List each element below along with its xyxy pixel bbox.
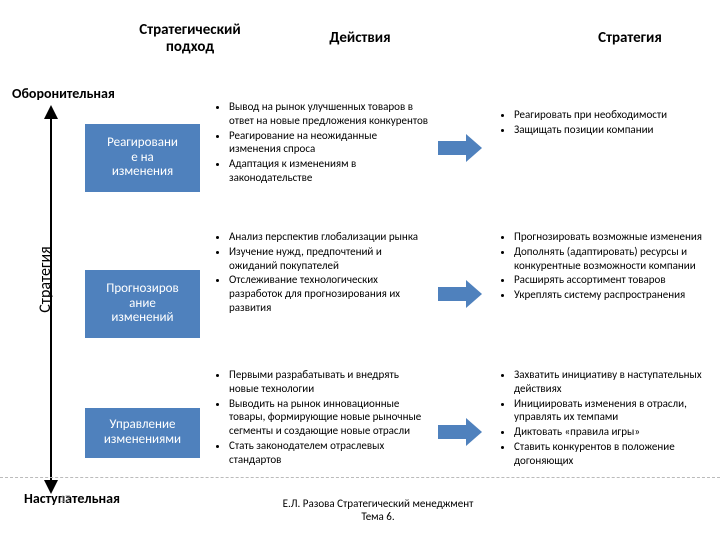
arrow-icon-1: [438, 134, 482, 162]
footer-line2: Тема 6.: [361, 510, 394, 523]
footer-main: Е.Л. Разова Стратегический менеджмент Те…: [248, 497, 508, 523]
page-number: 17: [60, 492, 70, 505]
arrow-icon-2: [438, 280, 482, 308]
actions-list-2: Анализ перспектив глобализации рынка Изу…: [215, 230, 430, 316]
header-actions: Действия: [300, 30, 420, 47]
list-item: Изучение нужд, предпочтений и ожиданий п…: [229, 245, 430, 273]
list-item: Расширять ассортимент товаров: [514, 273, 710, 287]
list-item: Стать законодателем отраслевых стандарто…: [229, 439, 430, 467]
header-actions-text: Действия: [329, 29, 390, 47]
approach-box-3: Управлениеизменениями: [85, 408, 200, 458]
approach-box-2: Прогнозированиеизменений: [85, 270, 200, 338]
axis-bottom-label: Наступательная: [24, 490, 120, 507]
approach-box-1: Реагирование наизменения: [85, 124, 200, 192]
header-row: Стратегическийподход Действия Стратегия: [0, 22, 720, 62]
list-item: Дополнять (адаптировать) ресурсы и конку…: [514, 245, 710, 273]
list-item: Захватить инициативу в наступательных де…: [514, 368, 710, 396]
list-item: Первыми разрабатывать и внедрять новые т…: [229, 368, 430, 396]
list-item: Адаптация к изменениям в законодательств…: [229, 157, 430, 185]
list-item: Отслеживание технологических разработок …: [229, 273, 430, 314]
actions-list-3: Первыми разрабатывать и внедрять новые т…: [215, 368, 430, 467]
header-strategy: Стратегия: [570, 30, 690, 47]
approach-box-2-label: Прогнозированиеизменений: [106, 282, 179, 327]
list-item: Защищать позиции компании: [514, 123, 710, 137]
list-item: Анализ перспектив глобализации рынка: [229, 230, 430, 244]
strategy-list-2: Прогнозировать возможные изменения Допол…: [500, 230, 710, 303]
actions-list-1: Вывод на рынок улучшенных товаров в отве…: [215, 100, 430, 186]
vertical-axis-label: Стратегия: [36, 246, 55, 313]
list-item: Диктовать «правила игры»: [514, 425, 710, 439]
strategy-list-3: Захватить инициативу в наступательных де…: [500, 368, 710, 468]
axis-top-label: Оборонительная: [12, 85, 115, 102]
list-item: Выводить на рынок инновационные товары, …: [229, 397, 430, 438]
header-approach: Стратегическийподход: [120, 22, 260, 55]
approach-box-1-label: Реагирование наизменения: [107, 136, 178, 181]
arrow-icon-3: [438, 418, 482, 446]
list-item: Реагирование на неожиданные изменения сп…: [229, 129, 430, 157]
strategy-list-1: Реагировать при необходимости Защищать п…: [500, 108, 710, 138]
header-approach-text: Стратегическийподход: [139, 21, 240, 56]
list-item: Инициировать изменения в отрасли, управл…: [514, 397, 710, 425]
list-item: Прогнозировать возможные изменения: [514, 230, 710, 244]
approach-box-3-label: Управлениеизменениями: [104, 418, 181, 448]
list-item: Ставить конкурентов в положение догоняющ…: [514, 440, 710, 468]
dotted-baseline: [0, 477, 720, 478]
list-item: Вывод на рынок улучшенных товаров в отве…: [229, 100, 430, 128]
list-item: Реагировать при необходимости: [514, 108, 710, 122]
footer-line1: Е.Л. Разова Стратегический менеджмент: [283, 497, 474, 510]
header-strategy-text: Стратегия: [598, 29, 662, 47]
list-item: Укреплять систему распространения: [514, 288, 710, 302]
